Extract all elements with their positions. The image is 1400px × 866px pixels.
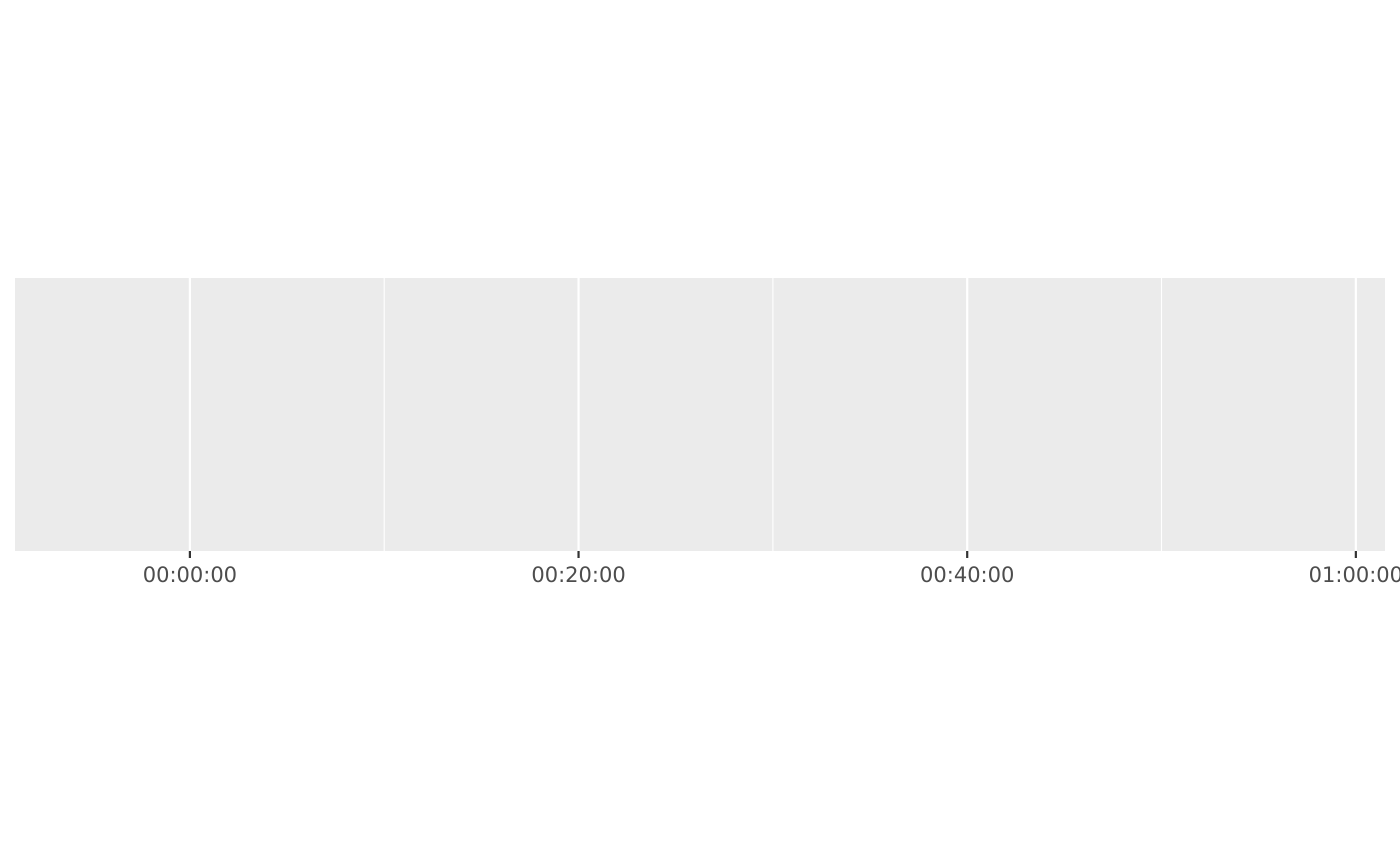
x-tick-label-2: 00:40:00 [920,563,1014,587]
minor-grid [383,278,1163,551]
x-axis-labels: 00:00:00 00:20:00 00:40:00 01:00:00 [143,563,1400,587]
major-grid [188,278,1357,551]
x-axis-ticks [188,551,1357,558]
plot-panel [15,278,1385,551]
x-tick-label-1: 00:20:00 [531,563,625,587]
x-tick-label-0: 00:00:00 [143,563,237,587]
x-tick-label-3: 01:00:00 [1309,563,1400,587]
